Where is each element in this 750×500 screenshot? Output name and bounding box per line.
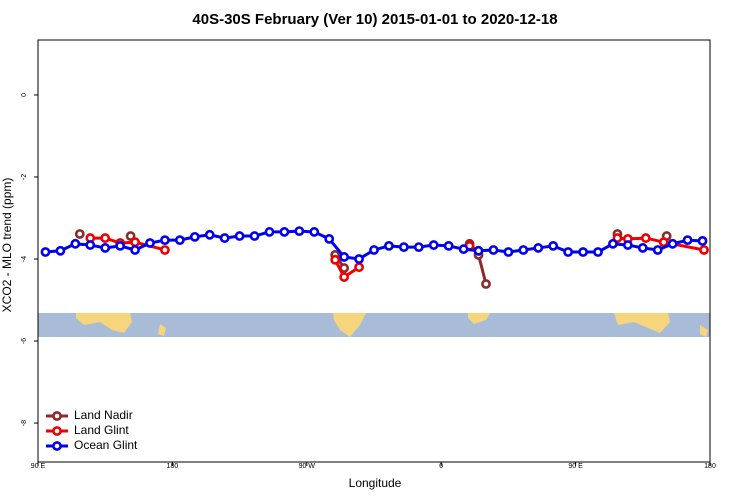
point <box>398 242 409 253</box>
point <box>563 247 574 257</box>
point <box>533 243 544 253</box>
x-tick-label: 90 E <box>31 463 46 470</box>
point <box>481 279 491 289</box>
point <box>458 244 469 255</box>
point <box>70 238 81 249</box>
point <box>593 247 603 257</box>
point <box>74 229 85 239</box>
point <box>204 229 215 240</box>
plot-frame <box>37 39 711 463</box>
legend-swatch-point <box>52 426 62 436</box>
point <box>189 231 200 242</box>
point <box>324 234 335 244</box>
legend-label: Land Glint <box>74 423 129 437</box>
point <box>339 252 350 262</box>
point <box>443 240 454 251</box>
point <box>249 231 260 241</box>
point <box>264 227 275 237</box>
point <box>413 242 424 253</box>
point <box>174 235 185 246</box>
y-tick-label: -8 <box>21 420 28 426</box>
point <box>652 245 663 255</box>
point <box>369 245 379 255</box>
point <box>473 245 484 256</box>
y-tick-label: -4 <box>21 256 28 262</box>
y-tick-label: -2 <box>21 174 28 180</box>
point <box>100 233 111 243</box>
point <box>667 238 678 249</box>
legend-label: Land Nadir <box>74 408 133 422</box>
point <box>354 262 364 273</box>
point <box>234 231 245 241</box>
point <box>428 240 439 250</box>
point <box>279 227 290 237</box>
point <box>160 245 170 255</box>
y-tick-label: -6 <box>21 338 28 344</box>
point <box>384 240 394 251</box>
y-tick-label: 0 <box>21 93 28 97</box>
point <box>682 235 693 246</box>
point <box>640 233 651 243</box>
legend-swatch-point <box>52 411 62 421</box>
x-axis-label: Longitude <box>349 476 402 490</box>
point <box>125 231 136 241</box>
point <box>488 245 499 255</box>
point <box>658 237 669 248</box>
point <box>622 240 633 250</box>
legend-swatch-point <box>52 441 62 451</box>
point <box>219 233 230 243</box>
point <box>518 245 529 255</box>
x-tick-label: 0 <box>439 463 443 470</box>
point <box>697 236 708 246</box>
point <box>85 240 96 250</box>
point <box>309 227 320 237</box>
y-axis-label: XCO2 - MLO trend (ppm) <box>0 178 14 313</box>
point <box>608 238 618 249</box>
point <box>699 245 709 255</box>
point <box>578 247 588 257</box>
point <box>100 243 111 253</box>
map-strip <box>38 313 710 337</box>
x-tick-label: 90 W <box>299 463 316 470</box>
point <box>339 272 350 282</box>
point <box>637 243 648 253</box>
point <box>115 240 126 251</box>
point <box>55 245 66 256</box>
point <box>160 235 170 246</box>
x-tick-label: 180 <box>704 463 716 470</box>
point <box>503 247 514 257</box>
point <box>145 238 155 248</box>
x-tick-label: 180 <box>167 463 179 470</box>
x-tick-label: 90 E <box>568 463 583 470</box>
point <box>40 247 51 257</box>
point <box>548 240 559 251</box>
legend-label: Ocean Glint <box>74 438 138 452</box>
point <box>294 226 305 237</box>
point <box>130 245 140 255</box>
point <box>354 254 364 264</box>
chart-title: 40S-30S February (Ver 10) 2015-01-01 to … <box>192 11 557 28</box>
point <box>330 254 341 265</box>
point <box>130 237 140 248</box>
